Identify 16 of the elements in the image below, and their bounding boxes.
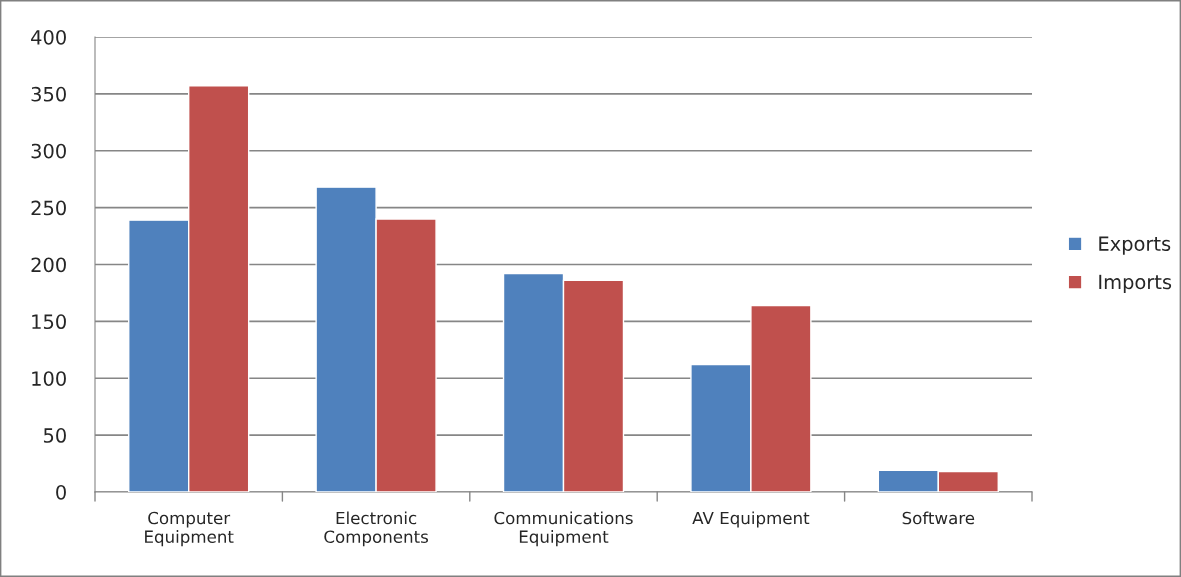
y-tick-label: 50 [43,428,66,443]
y-tick-label: 200 [31,257,66,273]
legend-label: Imports [1099,274,1172,294]
x-tick-label: Communications Equipment [494,511,633,547]
y-tick-label: 400 [31,29,66,45]
x-tick-label: Computer Equipment [145,511,234,547]
y-tick-label: 250 [31,200,66,216]
y-tick-label: 300 [31,143,66,159]
y-tick-label: 0 [56,484,66,500]
y-tick-label: 100 [32,371,66,386]
x-tick-label: Electronic Components [324,511,429,547]
y-tick-label: 150 [32,314,66,330]
y-tick-label: 350 [31,86,66,102]
x-tick-label: Software [902,511,975,525]
x-tick-label: AV Equipment [692,511,810,528]
legend-label: Exports [1099,236,1171,255]
